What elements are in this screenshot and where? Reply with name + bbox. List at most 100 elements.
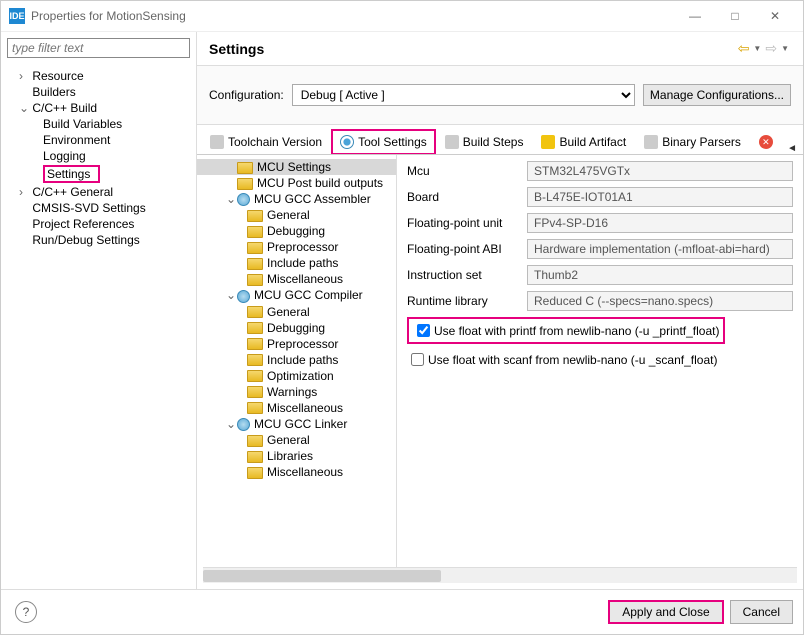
tab-label: Tool Settings xyxy=(358,135,427,149)
tree-asm-debugging[interactable]: Debugging xyxy=(197,223,396,239)
value-mcu[interactable]: STM32L475VGTx xyxy=(527,161,793,181)
tree-cmp-general[interactable]: General xyxy=(197,304,396,320)
tree-mcu-post[interactable]: MCU Post build outputs xyxy=(197,175,396,191)
folder-icon xyxy=(247,467,263,479)
tree-cmp-warnings[interactable]: Warnings xyxy=(197,384,396,400)
page-header: Settings ⇦▼ ⇨▼ xyxy=(197,32,803,66)
tab-error[interactable]: ✕ xyxy=(750,129,782,154)
back-dropdown-icon[interactable]: ▼ xyxy=(751,44,763,53)
nav-rundebug[interactable]: Run/Debug Settings xyxy=(1,232,196,248)
value-board[interactable]: B-L475E-IOT01A1 xyxy=(527,187,793,207)
tree-cmp-debugging[interactable]: Debugging xyxy=(197,320,396,336)
tree-asm-includepaths[interactable]: Include paths xyxy=(197,255,396,271)
nav-ccbuild[interactable]: ⌄ C/C++ Build xyxy=(1,100,196,116)
folder-icon xyxy=(247,210,263,222)
tab-toolchain[interactable]: Toolchain Version xyxy=(201,129,331,154)
tree-lnk-misc[interactable]: Miscellaneous xyxy=(197,464,396,480)
tree-label: MCU Post build outputs xyxy=(257,176,383,190)
tab-toolsettings[interactable]: Tool Settings xyxy=(331,129,436,155)
nav-logging[interactable]: Logging xyxy=(1,148,196,164)
value-iset[interactable]: Thumb2 xyxy=(527,265,793,285)
maximize-button[interactable]: □ xyxy=(715,9,755,23)
tree-label: Miscellaneous xyxy=(267,272,343,286)
tab-label: Binary Parsers xyxy=(662,135,741,149)
folder-icon xyxy=(247,242,263,254)
tree-label: Include paths xyxy=(267,256,338,270)
value-fpu[interactable]: FPv4-SP-D16 xyxy=(527,213,793,233)
error-icon: ✕ xyxy=(759,135,773,149)
help-button[interactable]: ? xyxy=(15,601,37,623)
toolchain-icon xyxy=(210,135,224,149)
tool-icon xyxy=(340,135,354,149)
filter-input[interactable] xyxy=(7,38,190,58)
gear-icon xyxy=(237,193,250,206)
scrollbar-thumb[interactable] xyxy=(203,570,441,582)
tree-mcu-settings[interactable]: MCU Settings xyxy=(197,159,396,175)
artifact-icon xyxy=(541,135,555,149)
forward-dropdown-icon[interactable]: ▼ xyxy=(779,44,791,53)
tree-cmp-preprocessor[interactable]: Preprocessor xyxy=(197,336,396,352)
folder-icon xyxy=(247,338,263,350)
tree-label: Warnings xyxy=(267,385,317,399)
tab-scroll[interactable]: ◄ xyxy=(785,143,799,154)
tree-cmp-includepaths[interactable]: Include paths xyxy=(197,352,396,368)
tab-buildartifact[interactable]: Build Artifact xyxy=(532,129,635,154)
tab-strip: Toolchain Version Tool Settings Build St… xyxy=(197,125,803,155)
window-title: Properties for MotionSensing xyxy=(31,9,675,23)
tree-label: MCU GCC Linker xyxy=(254,417,347,431)
check-printf-float[interactable]: Use float with printf from newlib-nano (… xyxy=(407,317,725,344)
gear-icon xyxy=(237,290,250,303)
tab-binaryparsers[interactable]: Binary Parsers xyxy=(635,129,750,154)
nav-environment[interactable]: Environment xyxy=(1,132,196,148)
tree-label: MCU GCC Assembler xyxy=(254,192,371,206)
nav-builders[interactable]: Builders xyxy=(1,84,196,100)
forward-icon[interactable]: ⇨ xyxy=(763,40,779,57)
tree-label: Debugging xyxy=(267,321,325,335)
nav-resource[interactable]: › Resource xyxy=(1,68,196,84)
tree-lnk-libraries[interactable]: Libraries xyxy=(197,448,396,464)
nav-panel: › Resource Builders ⌄ C/C++ Build Build … xyxy=(1,32,197,589)
tree-label: Miscellaneous xyxy=(267,465,343,479)
tree-asm-misc[interactable]: Miscellaneous xyxy=(197,271,396,287)
value-rtlib[interactable]: Reduced C (--specs=nano.specs) xyxy=(527,291,793,311)
nav-projref[interactable]: Project References xyxy=(1,216,196,232)
check-scanf-input[interactable] xyxy=(411,353,424,366)
value-fpabi[interactable]: Hardware implementation (-mfloat-abi=har… xyxy=(527,239,793,259)
tree-linker[interactable]: ⌄MCU GCC Linker xyxy=(197,416,396,432)
tree-lnk-general[interactable]: General xyxy=(197,432,396,448)
tree-cmp-optimization[interactable]: Optimization xyxy=(197,368,396,384)
manage-config-button[interactable]: Manage Configurations... xyxy=(643,84,791,106)
nav-cmsis[interactable]: CMSIS-SVD Settings xyxy=(1,200,196,216)
settings-form: McuSTM32L475VGTx BoardB-L475E-IOT01A1 Fl… xyxy=(397,155,803,567)
nav-settings[interactable]: Settings xyxy=(1,164,196,184)
check-printf-input[interactable] xyxy=(417,324,430,337)
label-board: Board xyxy=(407,190,527,204)
tree-label: Preprocessor xyxy=(267,337,338,351)
folder-icon xyxy=(247,258,263,270)
check-scanf-float[interactable]: Use float with scanf from newlib-nano (-… xyxy=(407,350,793,369)
check-printf-label: Use float with printf from newlib-nano (… xyxy=(434,324,719,338)
nav-label: Run/Debug Settings xyxy=(32,233,139,247)
folder-icon xyxy=(237,162,253,174)
apply-close-button[interactable]: Apply and Close xyxy=(608,600,723,624)
folder-icon xyxy=(247,354,263,366)
tree-asm-general[interactable]: General xyxy=(197,207,396,223)
minimize-button[interactable]: — xyxy=(675,9,715,23)
tree-cmp-misc[interactable]: Miscellaneous xyxy=(197,400,396,416)
horizontal-scrollbar[interactable] xyxy=(203,567,797,583)
tab-buildsteps[interactable]: Build Steps xyxy=(436,129,533,154)
cancel-button[interactable]: Cancel xyxy=(730,600,793,624)
page-title: Settings xyxy=(209,41,736,57)
config-select[interactable]: Debug [ Active ] xyxy=(292,84,635,106)
nav-ccgeneral[interactable]: › C/C++ General xyxy=(1,184,196,200)
close-button[interactable]: ✕ xyxy=(755,9,795,23)
nav-buildvars[interactable]: Build Variables xyxy=(1,116,196,132)
back-icon[interactable]: ⇦ xyxy=(736,40,752,57)
tree-compiler[interactable]: ⌄MCU GCC Compiler xyxy=(197,287,396,303)
nav-tree: › Resource Builders ⌄ C/C++ Build Build … xyxy=(1,64,196,252)
tree-asm-preprocessor[interactable]: Preprocessor xyxy=(197,239,396,255)
steps-icon xyxy=(445,135,459,149)
nav-label-selected: Settings xyxy=(43,165,100,183)
tab-label: Build Artifact xyxy=(559,135,626,149)
tree-assembler[interactable]: ⌄MCU GCC Assembler xyxy=(197,191,396,207)
